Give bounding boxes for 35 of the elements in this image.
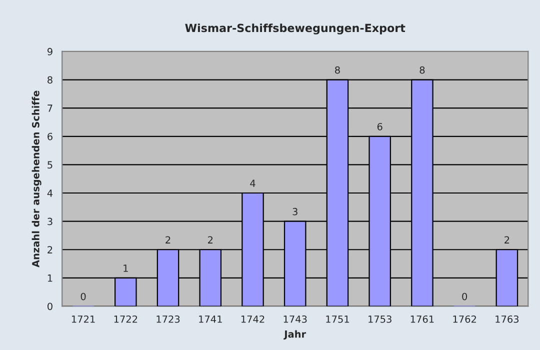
x-axis-title: Jahr xyxy=(284,330,306,340)
y-tick-label: 9 xyxy=(48,48,52,56)
x-tick-label: 1763 xyxy=(496,315,519,323)
data-label: 4 xyxy=(250,180,256,187)
y-axis-title: Anzahl der ausgehenden Schiffe xyxy=(32,90,42,268)
y-tick-label: 6 xyxy=(48,132,52,140)
x-tick-label: 1761 xyxy=(410,315,434,323)
data-label: 0 xyxy=(80,292,86,300)
y-tick-label: 4 xyxy=(47,190,53,197)
y-tick-label: 1 xyxy=(48,274,52,282)
y-tick-label: 0 xyxy=(48,302,52,310)
data-label: 2 xyxy=(504,236,510,244)
data-label: 8 xyxy=(420,66,425,74)
chart-title: Wismar-Schiffsbewegungen-Export xyxy=(185,24,406,34)
data-label: 2 xyxy=(166,236,170,244)
x-tick-label: 1751 xyxy=(326,316,349,323)
x-tick-label: 1723 xyxy=(156,315,180,323)
x-tick-label: 1742 xyxy=(241,315,264,323)
data-label: 6 xyxy=(377,122,382,130)
data-label: 2 xyxy=(208,236,212,244)
y-tick-label: 2 xyxy=(48,246,52,254)
y-tick-label: 3 xyxy=(48,218,52,226)
data-label: 3 xyxy=(292,208,298,216)
x-tick-label: 1753 xyxy=(368,315,392,323)
data-label: 8 xyxy=(335,66,340,74)
x-tick-label: 1743 xyxy=(284,315,307,323)
data-label: 1 xyxy=(124,264,128,272)
y-tick-label: 8 xyxy=(48,76,52,84)
y-tick-label: 5 xyxy=(48,161,52,169)
x-tick-label: 1762 xyxy=(453,315,476,323)
x-tick-label: 1722 xyxy=(114,315,138,323)
x-tick-label: 1741 xyxy=(199,316,222,323)
x-tick-label: 1721 xyxy=(72,315,95,323)
y-tick-label: 7 xyxy=(48,104,52,112)
data-label: 0 xyxy=(462,292,468,300)
